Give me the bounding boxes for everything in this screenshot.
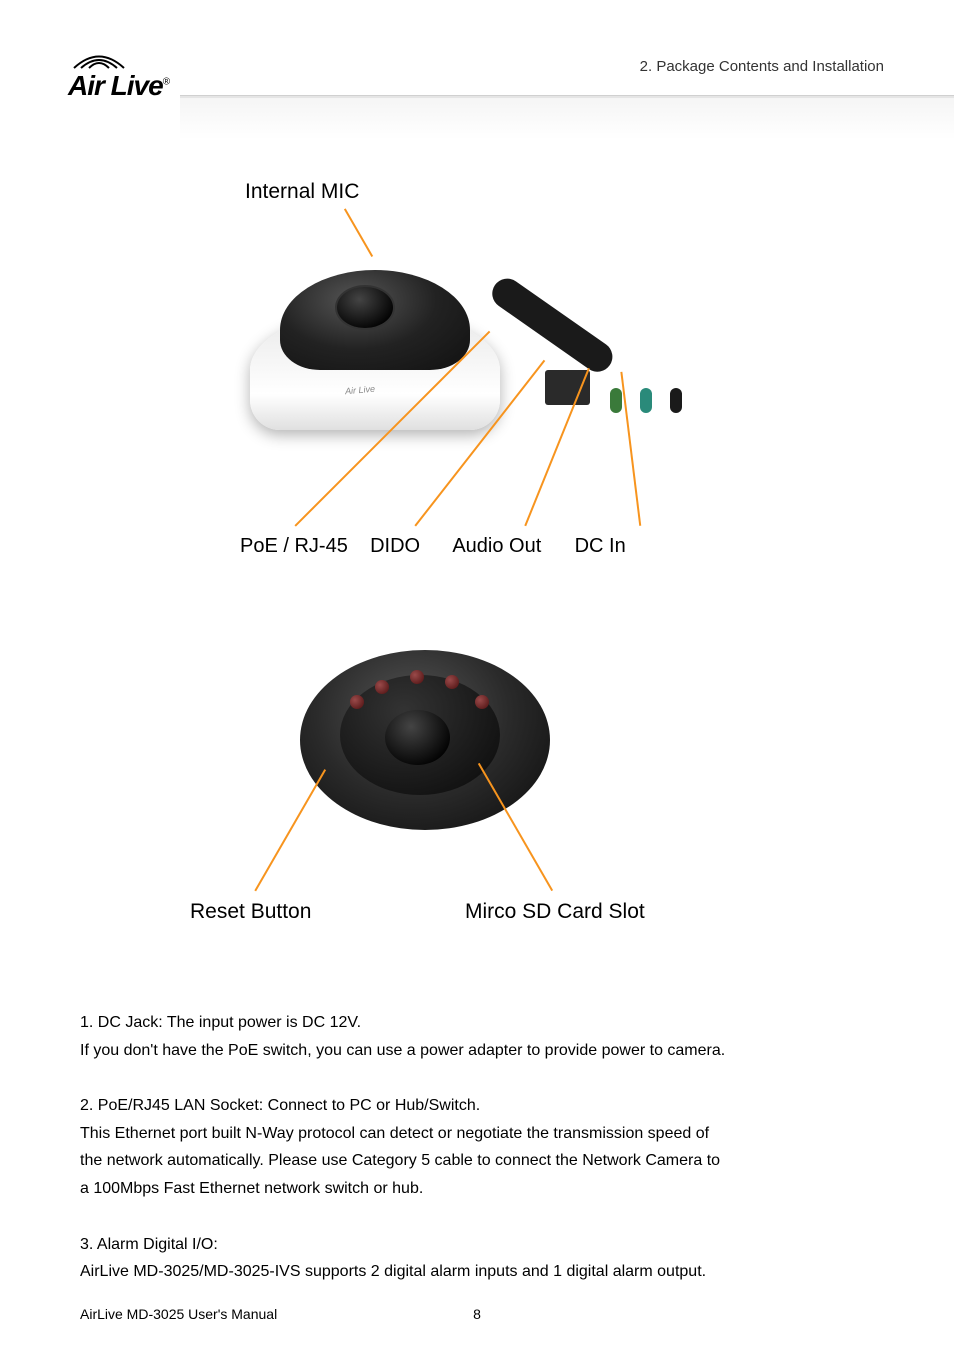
- camera-illustration: Air Live: [240, 230, 520, 430]
- dome-lens: [335, 285, 395, 330]
- page-number: 8: [473, 1306, 481, 1322]
- camera-diagram-1: Internal MIC Air Live PoE / RJ-45 DIDO A…: [240, 180, 715, 580]
- manual-name: AirLive MD-3025 User's Manual: [80, 1306, 277, 1322]
- breadcrumb: 2. Package Contents and Installation: [640, 58, 884, 75]
- item1-title: 1. DC Jack: The input power is DC 12V.: [80, 1010, 884, 1036]
- item3-text: AirLive MD-3025/MD-3025-IVS supports 2 d…: [80, 1259, 884, 1285]
- label-reset-button: Reset Button: [190, 900, 311, 924]
- airlive-logo: Air Live®: [68, 50, 169, 102]
- label-sd-slot: Mirco SD Card Slot: [465, 900, 645, 924]
- item1-text: If you don't have the PoE switch, you ca…: [80, 1038, 884, 1064]
- cable-assembly: [495, 240, 705, 420]
- item3-title: 3. Alarm Digital I/O:: [80, 1232, 884, 1258]
- ir-led: [475, 695, 489, 709]
- camera-diagram-2: Reset Button Mirco SD Card Slot: [200, 620, 680, 940]
- label-audio: Audio Out: [452, 535, 541, 557]
- item2-title: 2. PoE/RJ45 LAN Socket: Connect to PC or…: [80, 1093, 884, 1119]
- header-divider: [180, 95, 954, 140]
- rj45-connector: [545, 370, 590, 405]
- text-content: 1. DC Jack: The input power is DC 12V. I…: [80, 1010, 884, 1287]
- label-internal-mic: Internal MIC: [245, 180, 359, 204]
- page-header: Air Live® 2. Package Contents and Instal…: [0, 0, 954, 130]
- item2-text1: This Ethernet port built N-Way protocol …: [80, 1121, 884, 1147]
- ir-led: [445, 675, 459, 689]
- logo-text: Air Live®: [68, 70, 169, 102]
- cable-main: [486, 273, 618, 378]
- labels-row: PoE / RJ-45 DIDO Audio Out DC In: [240, 535, 626, 558]
- camera-lens: [385, 710, 450, 765]
- wifi-icon: [69, 50, 129, 70]
- page-footer: AirLive MD-3025 User's Manual 8: [80, 1306, 874, 1322]
- ir-led: [350, 695, 364, 709]
- item2-text3: a 100Mbps Fast Ethernet network switch o…: [80, 1176, 884, 1202]
- item2-text2: the network automatically. Please use Ca…: [80, 1148, 884, 1174]
- label-dido: DIDO: [370, 535, 420, 557]
- ir-led: [410, 670, 424, 684]
- label-poe: PoE / RJ-45: [240, 535, 348, 557]
- audio-connector: [640, 388, 652, 413]
- ir-led: [375, 680, 389, 694]
- dc-connector: [670, 388, 682, 413]
- label-dcin: DC In: [575, 535, 626, 557]
- dido-connector: [610, 388, 622, 413]
- callout-reset: [254, 769, 325, 891]
